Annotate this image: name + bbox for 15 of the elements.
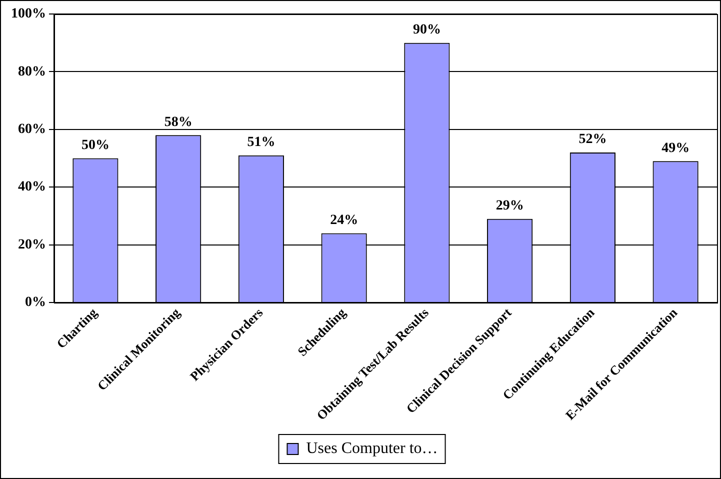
y-tick-label: 40% [18, 180, 46, 195]
y-tick-label: 60% [18, 122, 46, 138]
data-label: 29% [496, 198, 524, 214]
data-label: 58% [164, 114, 192, 130]
data-label: 24% [330, 212, 358, 228]
y-tick-label: 80% [18, 64, 46, 80]
data-label: 51% [247, 134, 276, 150]
data-label: 52% [578, 132, 607, 148]
data-label: 90% [412, 22, 441, 38]
data-label: 49% [662, 140, 690, 156]
y-tick-label: 0% [25, 295, 46, 310]
legend-label: Uses Computer to… [306, 440, 438, 458]
y-tick-label: 100% [11, 6, 46, 22]
data-label: 50% [81, 138, 110, 153]
y-tick-label: 20% [18, 237, 46, 252]
